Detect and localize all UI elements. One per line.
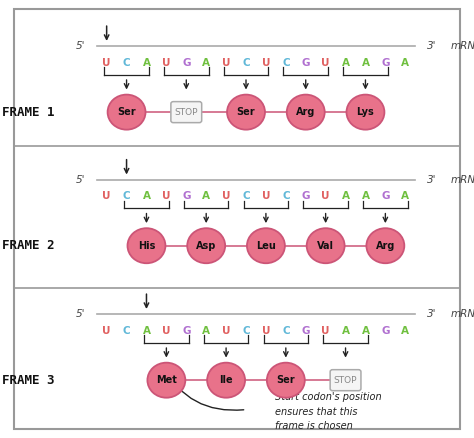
Text: C: C xyxy=(242,326,250,336)
Circle shape xyxy=(108,95,146,130)
Circle shape xyxy=(128,228,165,263)
Text: A: A xyxy=(143,58,150,67)
Text: U: U xyxy=(262,326,270,336)
Text: G: G xyxy=(182,58,191,67)
Text: C: C xyxy=(123,326,130,336)
Text: A: A xyxy=(362,58,369,67)
Text: 3': 3' xyxy=(427,309,436,319)
Text: A: A xyxy=(143,326,150,336)
Text: mRNA: mRNA xyxy=(450,175,474,184)
Text: G: G xyxy=(301,326,310,336)
Text: Ser: Ser xyxy=(237,107,255,117)
Text: Asp: Asp xyxy=(196,241,216,251)
Text: 5': 5' xyxy=(76,41,85,51)
Circle shape xyxy=(187,228,225,263)
Text: U: U xyxy=(162,326,171,336)
FancyBboxPatch shape xyxy=(14,9,460,429)
Text: A: A xyxy=(202,58,210,67)
Text: STOP: STOP xyxy=(334,376,357,385)
Text: G: G xyxy=(381,191,390,201)
Circle shape xyxy=(267,363,305,398)
Text: Ser: Ser xyxy=(276,375,295,385)
Text: A: A xyxy=(342,326,349,336)
Text: G: G xyxy=(301,58,310,67)
Text: Arg: Arg xyxy=(296,107,315,117)
Circle shape xyxy=(247,228,285,263)
Text: C: C xyxy=(282,191,290,201)
Text: A: A xyxy=(202,191,210,201)
Text: U: U xyxy=(102,58,111,67)
Text: G: G xyxy=(381,326,390,336)
Circle shape xyxy=(147,363,185,398)
Text: A: A xyxy=(342,191,349,201)
Text: G: G xyxy=(182,326,191,336)
Text: Leu: Leu xyxy=(256,241,276,251)
Text: Lys: Lys xyxy=(356,107,374,117)
Text: Met: Met xyxy=(156,375,177,385)
Text: Val: Val xyxy=(317,241,334,251)
Text: 3': 3' xyxy=(427,175,436,184)
Text: C: C xyxy=(242,58,250,67)
Text: U: U xyxy=(162,58,171,67)
Text: C: C xyxy=(123,58,130,67)
Circle shape xyxy=(227,95,265,130)
Text: mRNA: mRNA xyxy=(450,309,474,319)
Circle shape xyxy=(366,228,404,263)
Text: U: U xyxy=(222,191,230,201)
Text: U: U xyxy=(162,191,171,201)
Circle shape xyxy=(287,95,325,130)
Text: C: C xyxy=(242,191,250,201)
Text: C: C xyxy=(123,191,130,201)
Text: STOP: STOP xyxy=(174,108,198,117)
Text: Arg: Arg xyxy=(376,241,395,251)
Text: U: U xyxy=(321,58,330,67)
Text: FRAME 3: FRAME 3 xyxy=(2,374,55,387)
Text: Start codon's position
ensures that this
frame is chosen: Start codon's position ensures that this… xyxy=(275,392,382,431)
Text: 5': 5' xyxy=(76,309,85,319)
Text: A: A xyxy=(202,326,210,336)
Circle shape xyxy=(346,95,384,130)
Text: 3': 3' xyxy=(427,41,436,51)
Text: C: C xyxy=(282,58,290,67)
Circle shape xyxy=(307,228,345,263)
FancyBboxPatch shape xyxy=(171,102,201,123)
Text: U: U xyxy=(222,58,230,67)
Text: G: G xyxy=(381,58,390,67)
Text: A: A xyxy=(342,58,349,67)
Text: FRAME 1: FRAME 1 xyxy=(2,106,55,119)
Circle shape xyxy=(207,363,245,398)
Text: G: G xyxy=(182,191,191,201)
Text: U: U xyxy=(321,191,330,201)
Text: mRNA: mRNA xyxy=(450,41,474,51)
Text: Ser: Ser xyxy=(117,107,136,117)
Text: A: A xyxy=(401,326,409,336)
Text: His: His xyxy=(138,241,155,251)
Text: A: A xyxy=(362,326,369,336)
Text: U: U xyxy=(321,326,330,336)
FancyBboxPatch shape xyxy=(330,370,361,391)
Text: U: U xyxy=(222,326,230,336)
Text: Ile: Ile xyxy=(219,375,233,385)
Text: U: U xyxy=(262,58,270,67)
Text: A: A xyxy=(401,191,409,201)
Text: A: A xyxy=(362,191,369,201)
Text: A: A xyxy=(401,58,409,67)
Text: U: U xyxy=(102,326,111,336)
Text: A: A xyxy=(143,191,150,201)
Text: U: U xyxy=(262,191,270,201)
Text: G: G xyxy=(301,191,310,201)
Text: U: U xyxy=(102,191,111,201)
Text: FRAME 2: FRAME 2 xyxy=(2,239,55,252)
Text: C: C xyxy=(282,326,290,336)
Text: 5': 5' xyxy=(76,175,85,184)
